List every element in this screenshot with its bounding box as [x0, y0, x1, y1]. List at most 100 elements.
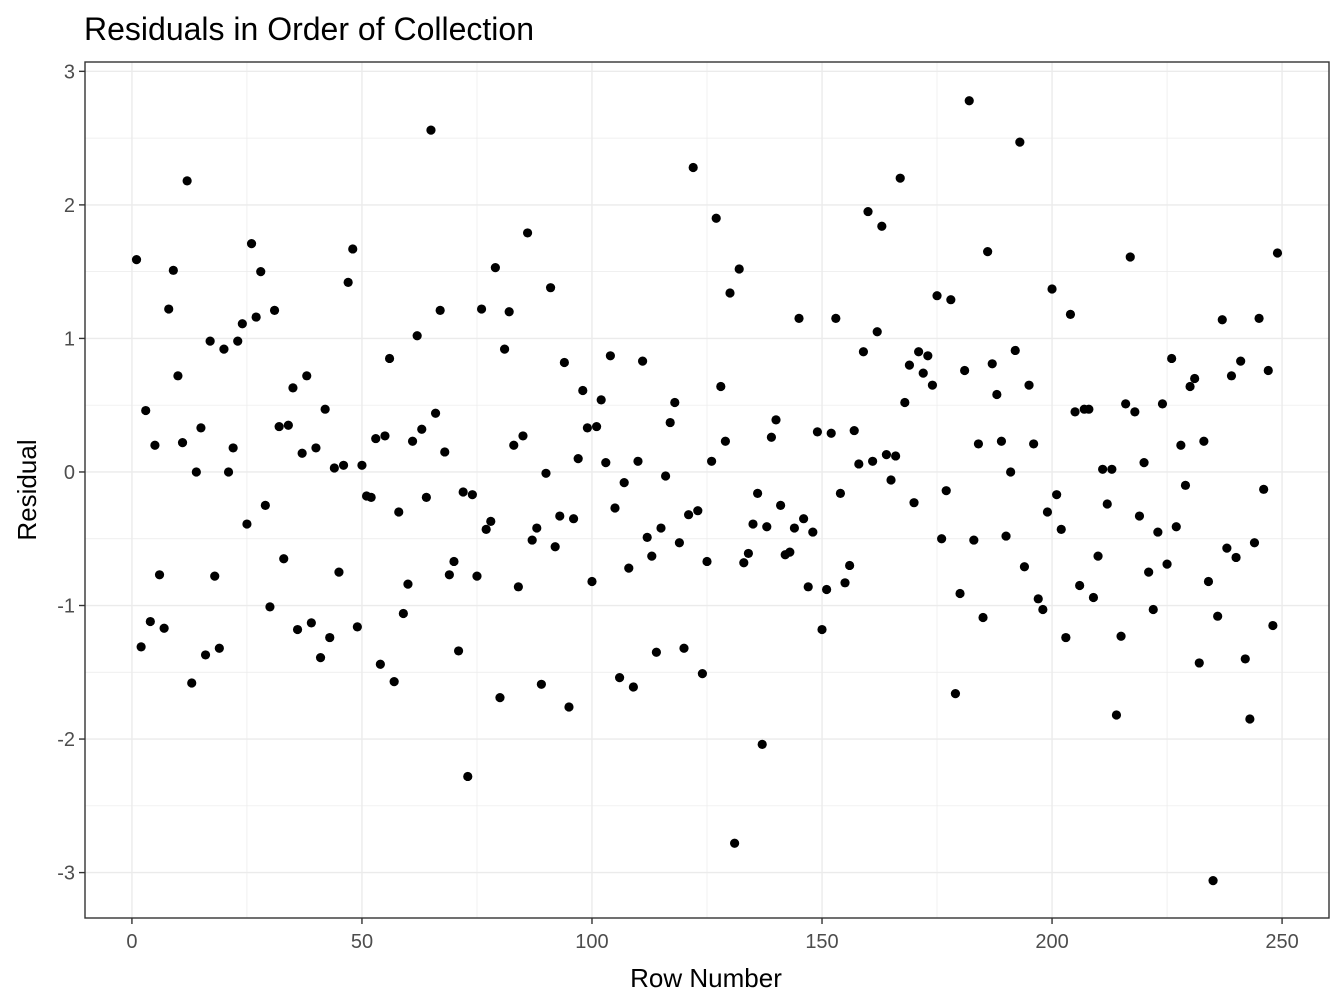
data-point: [1134, 511, 1145, 521]
data-point: [311, 443, 321, 453]
data-point: [467, 490, 477, 500]
data-point: [269, 305, 280, 315]
data-point: [196, 423, 206, 433]
data-point: [131, 255, 142, 265]
data-point: [545, 283, 556, 293]
data-point: [242, 519, 252, 529]
data-point: [1098, 464, 1108, 474]
data-point: [375, 659, 385, 669]
data-point: [219, 344, 229, 354]
data-point: [260, 500, 270, 510]
data-point: [895, 173, 905, 183]
data-point: [288, 383, 298, 393]
data-point: [394, 507, 404, 517]
data-point: [453, 646, 464, 656]
data-point: [315, 652, 326, 663]
data-point: [927, 380, 938, 390]
data-point: [1213, 611, 1223, 621]
data-point: [835, 488, 846, 498]
data-point: [932, 291, 942, 301]
data-point: [412, 331, 422, 341]
data-point: [591, 421, 602, 432]
data-point: [950, 689, 961, 699]
data-point: [789, 523, 800, 533]
data-point: [697, 669, 707, 679]
data-point: [541, 468, 551, 478]
data-point: [1130, 407, 1140, 417]
data-point: [182, 176, 192, 186]
data-point: [937, 534, 947, 544]
data-point: [384, 353, 395, 364]
data-point: [1065, 309, 1076, 319]
data-point: [808, 527, 818, 537]
data-point: [407, 436, 418, 446]
data-point: [177, 437, 188, 448]
data-point: [426, 125, 436, 135]
data-point: [573, 454, 583, 464]
plot-panel-border: [84, 61, 1330, 919]
data-point: [1029, 439, 1039, 449]
data-point: [1245, 714, 1255, 724]
data-point: [1088, 592, 1099, 603]
data-point: [444, 570, 454, 580]
data-point: [674, 538, 684, 548]
data-point: [214, 643, 224, 653]
x-tick-label: 50: [351, 931, 373, 953]
x-tick-label: 0: [126, 931, 137, 953]
data-point: [1144, 567, 1154, 577]
data-point: [900, 397, 910, 408]
data-point: [499, 344, 510, 354]
data-point: [1148, 604, 1158, 615]
data-point: [946, 295, 956, 305]
data-point: [564, 702, 574, 712]
data-point: [707, 456, 717, 466]
data-point: [1240, 654, 1250, 664]
data-point: [527, 535, 537, 545]
data-point: [785, 547, 795, 557]
data-point: [1203, 576, 1214, 587]
data-point: [1111, 710, 1122, 720]
data-point: [555, 511, 565, 521]
data-point: [320, 404, 330, 414]
data-point: [306, 618, 316, 628]
grid-lines: [85, 62, 1329, 918]
data-point: [739, 558, 749, 568]
y-tick-label: -1: [57, 596, 75, 618]
data-point: [481, 524, 491, 534]
data-point: [1075, 580, 1085, 591]
data-point: [757, 739, 767, 749]
data-point: [1061, 632, 1071, 643]
data-point: [610, 503, 620, 513]
axis-ticks: [79, 70, 1283, 924]
data-point: [753, 488, 763, 498]
data-point: [647, 551, 657, 561]
data-point: [265, 602, 275, 612]
data-point: [693, 506, 703, 516]
data-point: [1208, 876, 1218, 886]
data-point: [1254, 313, 1264, 323]
data-point: [1263, 365, 1273, 376]
x-tick-label: 250: [1265, 931, 1298, 953]
data-point: [380, 431, 390, 441]
data-point: [720, 436, 731, 446]
x-tick-label: 200: [1035, 931, 1068, 953]
data-point: [803, 582, 813, 592]
y-tick-label: 0: [64, 462, 75, 484]
data-point: [150, 440, 160, 450]
data-point: [1102, 499, 1112, 509]
data-point: [1125, 252, 1135, 262]
data-point: [430, 408, 441, 418]
data-point: [987, 359, 997, 369]
data-point: [1171, 522, 1181, 532]
data-point: [582, 423, 592, 433]
data-point: [891, 451, 901, 461]
data-point: [688, 162, 698, 173]
data-point: [1084, 404, 1094, 414]
data-point: [329, 463, 339, 473]
data-point: [357, 460, 367, 470]
data-point: [421, 492, 431, 502]
data-point: [969, 535, 979, 545]
data-point: [886, 475, 896, 485]
data-point: [1139, 458, 1149, 468]
data-point: [845, 560, 855, 571]
